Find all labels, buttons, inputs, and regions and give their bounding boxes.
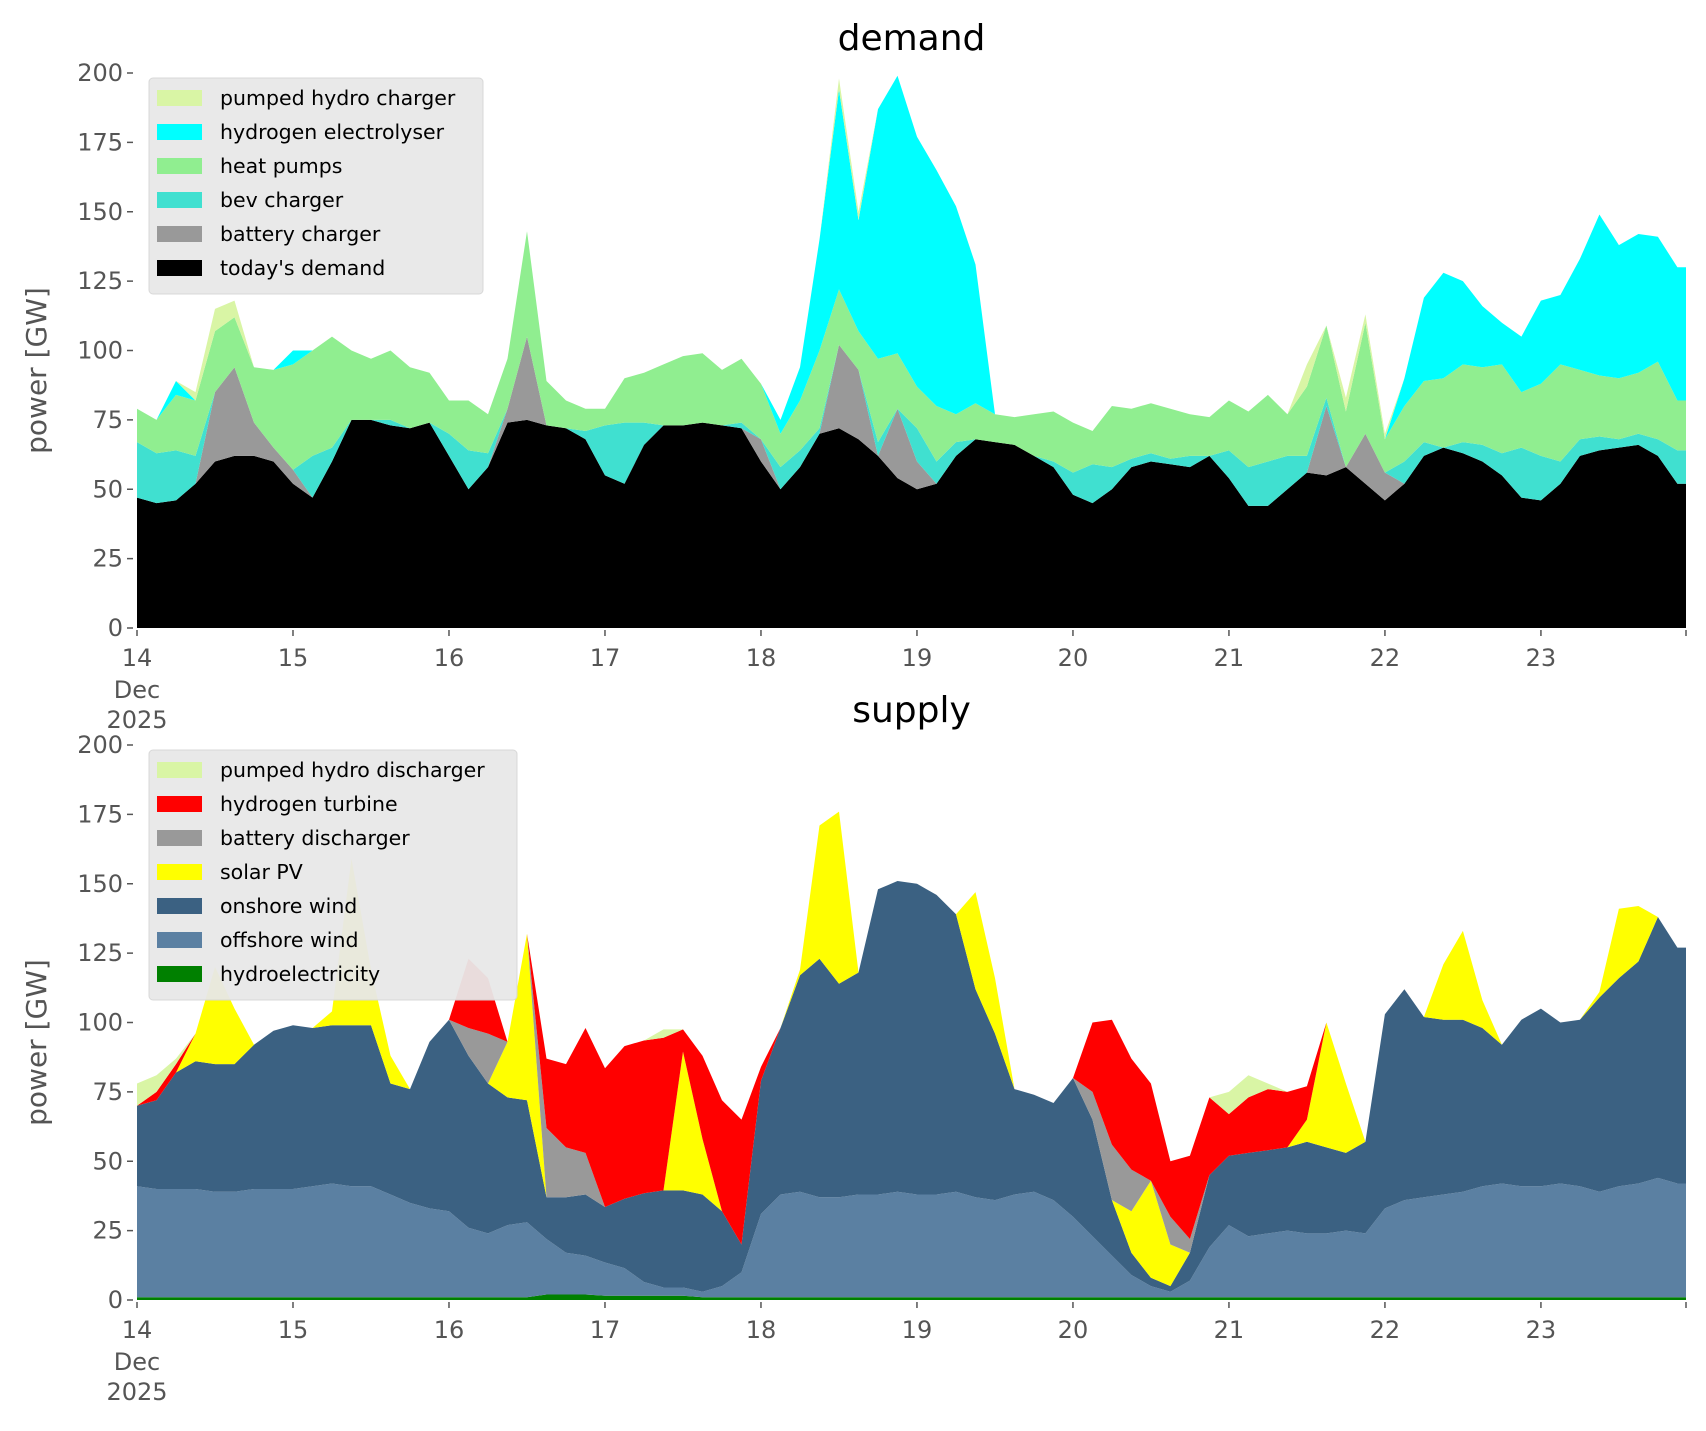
legend-swatch-pumped-hydro-discharger [157, 762, 202, 778]
y-tick-label: 125 [77, 267, 123, 295]
legend-label-solar-pv: solar PV [220, 860, 303, 884]
supply-panel: supply 0 25 50 75 100 125 150 175 200 power [GW] 14… [20, 690, 1687, 1406]
x-tick-label: 18 [746, 1316, 777, 1344]
x-tick-label: 18 [746, 644, 777, 672]
y-tick-label: 0 [108, 1286, 123, 1314]
x-tick-label: 22 [1370, 1316, 1401, 1344]
legend-swatch-solar-pv [157, 864, 202, 880]
x-tick-label: 21 [1214, 644, 1245, 672]
legend: pumped hydro discharger hydrogen turbine b… [148, 749, 518, 1001]
x-tick-label: 22 [1370, 644, 1401, 672]
x-tick-label: 17 [590, 1316, 621, 1344]
area-battery-charger [137, 336, 1686, 506]
legend-label-today-s-demand: today's demand [220, 256, 385, 280]
x-tick-sublabel-month: Dec [114, 1348, 160, 1376]
legend-box [148, 749, 518, 1001]
area-hydroelectricity [137, 1294, 1686, 1300]
legend-label-battery-discharger: battery discharger [220, 826, 410, 850]
legend-swatch-offshore-wind [157, 932, 202, 948]
x-tick-label: 14 [122, 1316, 153, 1344]
x-tick-label: 20 [1058, 1316, 1089, 1344]
y-tick-label: 150 [77, 198, 123, 226]
legend-label-heat-pumps: heat pumps [220, 154, 342, 178]
legend-swatch-hydroelectricity [157, 966, 202, 982]
y-tick-label: 175 [77, 128, 123, 156]
stacked-areas [137, 75, 1686, 628]
x-tick-label: 16 [434, 644, 465, 672]
y-tick-label: 125 [77, 939, 123, 967]
legend-label-bev-charger: bev charger [220, 188, 344, 212]
x-tick-label: 23 [1526, 1316, 1557, 1344]
y-tick-label: 75 [92, 1078, 123, 1106]
area-today-s-demand [137, 419, 1686, 628]
x-tick-sublabel-year: 2025 [106, 706, 167, 734]
demand-panel: demand 0 25 50 75 100 125 150 175 200 power [GW] 14… [20, 18, 1687, 734]
legend-swatch-heat-pumps [157, 158, 202, 174]
y-axis-title: power [GW] [20, 959, 53, 1126]
legend-label-hydroelectricity: hydroelectricity [220, 962, 380, 986]
legend-label-onshore-wind: onshore wind [220, 894, 357, 918]
y-tick-label: 175 [77, 800, 123, 828]
y-tick-label: 25 [92, 1217, 123, 1245]
x-tick-sublabel-month: Dec [114, 676, 160, 704]
stacked-areas [137, 811, 1686, 1300]
legend-swatch-hydrogen-turbine [157, 796, 202, 812]
y-tick-label: 200 [77, 59, 123, 87]
y-tick-label: 100 [77, 1009, 123, 1037]
legend-swatch-onshore-wind [157, 898, 202, 914]
legend-box [148, 77, 484, 295]
y-tick-label: 150 [77, 870, 123, 898]
legend: pumped hydro charger hydrogen electrolyse… [148, 77, 484, 295]
legend-label-hydrogen-turbine: hydrogen turbine [220, 792, 398, 816]
y-tick-label: 0 [108, 614, 123, 642]
chart-title: demand [838, 18, 986, 59]
legend-swatch-pumped-hydro-charger [157, 90, 202, 106]
y-axis-title: power [GW] [20, 287, 53, 454]
area-hydrogen-electrolyser [137, 75, 1686, 440]
area-offshore-wind [137, 1177, 1686, 1298]
legend-swatch-battery-discharger [157, 830, 202, 846]
y-tick-label: 25 [92, 545, 123, 573]
x-tick-label: 19 [902, 644, 933, 672]
x-tick-label: 15 [278, 644, 309, 672]
x-tick-label: 17 [590, 644, 621, 672]
area-heat-pumps [137, 231, 1686, 473]
x-tick-label: 19 [902, 1316, 933, 1344]
x-tick-label: 21 [1214, 1316, 1245, 1344]
y-tick-label: 100 [77, 337, 123, 365]
x-tick-sublabel-year: 2025 [106, 1378, 167, 1406]
legend-swatch-hydrogen-electrolyser [157, 124, 202, 140]
y-tick-label: 200 [77, 731, 123, 759]
y-tick-label: 75 [92, 406, 123, 434]
x-tick-label: 20 [1058, 644, 1089, 672]
legend-label-pumped-hydro-charger: pumped hydro charger [220, 86, 456, 110]
legend-label-battery-charger: battery charger [220, 222, 381, 246]
x-tick-label: 23 [1526, 644, 1557, 672]
area-onshore-wind [137, 881, 1686, 1292]
chart-title: supply [852, 690, 971, 731]
legend-label-hydrogen-electrolyser: hydrogen electrolyser [220, 120, 445, 144]
legend-label-pumped-hydro-discharger: pumped hydro discharger [220, 758, 485, 782]
x-tick-label: 15 [278, 1316, 309, 1344]
y-tick-label: 50 [92, 475, 123, 503]
x-tick-label: 14 [122, 644, 153, 672]
y-tick-label: 50 [92, 1147, 123, 1175]
area-bev-charger [137, 336, 1686, 506]
legend-swatch-today-s-demand [157, 260, 202, 276]
legend-swatch-bev-charger [157, 192, 202, 208]
x-tick-label: 16 [434, 1316, 465, 1344]
legend-swatch-battery-charger [157, 226, 202, 242]
legend-label-offshore-wind: offshore wind [220, 928, 358, 952]
